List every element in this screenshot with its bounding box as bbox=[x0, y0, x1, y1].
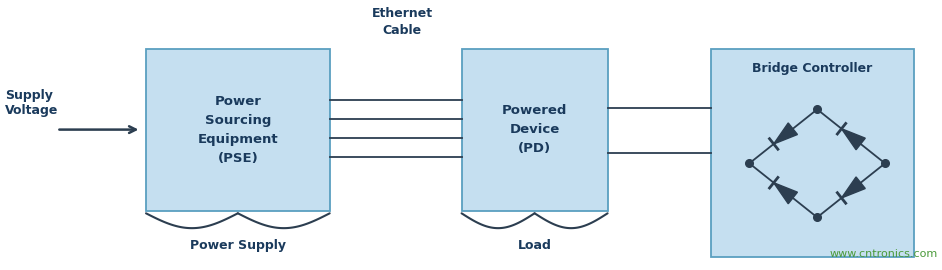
Polygon shape bbox=[773, 123, 798, 144]
Text: Power Supply: Power Supply bbox=[190, 239, 285, 252]
Text: Ethernet
Cable: Ethernet Cable bbox=[372, 6, 432, 37]
Text: Power
Sourcing
Equipment
(PSE): Power Sourcing Equipment (PSE) bbox=[198, 94, 278, 165]
Text: Load: Load bbox=[518, 239, 551, 252]
FancyBboxPatch shape bbox=[462, 49, 608, 211]
FancyBboxPatch shape bbox=[711, 49, 914, 256]
Polygon shape bbox=[773, 183, 798, 204]
Polygon shape bbox=[841, 177, 866, 198]
Text: Bridge Controller: Bridge Controller bbox=[753, 62, 872, 75]
Text: Powered
Device
(PD): Powered Device (PD) bbox=[502, 104, 567, 155]
Text: Supply
Voltage: Supply Voltage bbox=[5, 89, 58, 117]
Polygon shape bbox=[841, 129, 866, 150]
Text: www.cntronics.com: www.cntronics.com bbox=[829, 249, 937, 259]
FancyBboxPatch shape bbox=[146, 49, 330, 211]
